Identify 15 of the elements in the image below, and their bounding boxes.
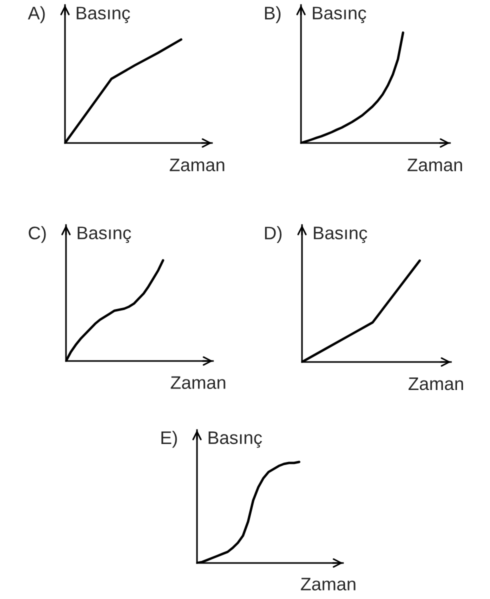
x-axis-title: Zaman (170, 158, 224, 172)
chart-title: A) (28, 6, 45, 24)
chart-title: D) (265, 226, 282, 243)
y-axis-title: Basınç (208, 431, 262, 448)
x-axis-title: Zaman (170, 376, 226, 389)
x-axis-title: Zaman (408, 158, 462, 172)
y-axis-title: Basınç (78, 226, 132, 243)
x-axis-title: Zaman (300, 578, 356, 590)
y-axis-title: Basınç (76, 6, 130, 24)
x-axis-title: Zaman (408, 378, 464, 390)
chart-title: B) (265, 6, 281, 24)
chart-title: E) (161, 430, 177, 448)
y-axis-title: Basınç (312, 6, 366, 24)
y-axis-title: Basınç (314, 226, 368, 244)
chart-title: C) (28, 226, 46, 243)
